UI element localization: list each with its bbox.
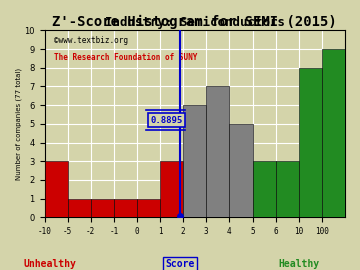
Text: The Research Foundation of SUNY: The Research Foundation of SUNY	[54, 53, 197, 62]
Bar	[299, 68, 322, 217]
Bar	[252, 161, 276, 217]
Y-axis label: Number of companies (77 total): Number of companies (77 total)	[15, 68, 22, 180]
Text: Healthy: Healthy	[278, 259, 319, 269]
Bar	[137, 199, 160, 217]
Title: Z'-Score Histogram for SEMI (2015): Z'-Score Histogram for SEMI (2015)	[52, 15, 337, 29]
Text: Score: Score	[165, 259, 195, 269]
Bar	[114, 199, 137, 217]
Bar	[68, 199, 91, 217]
Text: Unhealthy: Unhealthy	[24, 259, 77, 269]
Bar	[45, 161, 68, 217]
Bar	[183, 105, 206, 217]
Bar	[322, 49, 345, 217]
Text: ©www.textbiz.org: ©www.textbiz.org	[54, 36, 127, 45]
Text: Industry: Semiconductors: Industry: Semiconductors	[105, 16, 285, 29]
Bar	[91, 199, 114, 217]
Bar	[160, 161, 183, 217]
Text: 0.8895: 0.8895	[150, 116, 183, 125]
Bar	[229, 124, 252, 217]
Bar	[206, 86, 229, 217]
Bar	[276, 161, 299, 217]
